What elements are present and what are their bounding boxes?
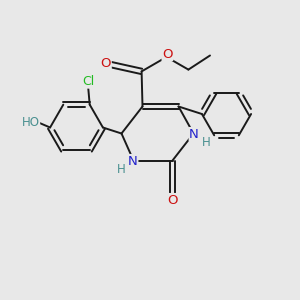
- Text: Cl: Cl: [82, 75, 94, 88]
- Text: N: N: [128, 154, 138, 168]
- Text: O: O: [167, 194, 178, 207]
- Text: HO: HO: [22, 116, 40, 130]
- Text: H: H: [116, 163, 125, 176]
- Text: N: N: [189, 128, 199, 141]
- Text: O: O: [101, 57, 111, 70]
- Text: O: O: [162, 47, 173, 61]
- Text: H: H: [202, 136, 211, 149]
